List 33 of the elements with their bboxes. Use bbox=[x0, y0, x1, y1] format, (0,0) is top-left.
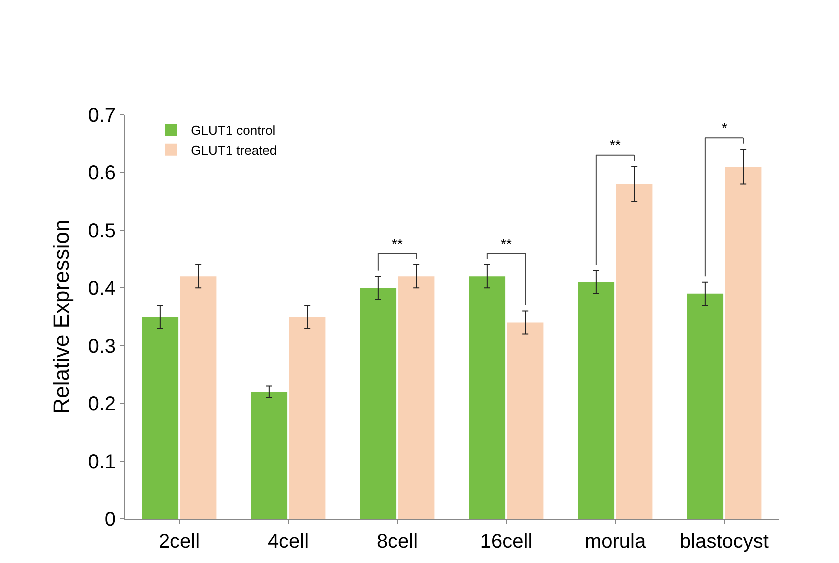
bar bbox=[687, 294, 724, 519]
legend-label: GLUT1 control bbox=[191, 123, 276, 138]
x-tick-label: 8cell bbox=[376, 531, 418, 553]
bar bbox=[360, 288, 397, 519]
y-axis-title: Relative Expression bbox=[48, 220, 74, 414]
x-tick-label: 2cell bbox=[158, 531, 200, 553]
y-tick-label: 0.3 bbox=[88, 336, 116, 358]
bar bbox=[507, 322, 544, 519]
bar bbox=[251, 392, 288, 519]
bar bbox=[469, 276, 506, 519]
bar bbox=[578, 282, 615, 519]
y-tick-label: 0 bbox=[104, 509, 116, 531]
x-tick-label: blastocyst bbox=[680, 531, 770, 553]
y-tick-label: 0.2 bbox=[88, 394, 116, 416]
bar bbox=[289, 317, 326, 519]
x-tick-label: morula bbox=[584, 531, 647, 553]
y-tick-label: 0.7 bbox=[88, 105, 116, 127]
annotation: * bbox=[722, 120, 728, 136]
x-tick-label: 16cell bbox=[480, 531, 533, 553]
bar bbox=[142, 317, 179, 519]
legend-label: GLUT1 treated bbox=[191, 142, 278, 158]
y-tick-label: 0.4 bbox=[88, 278, 116, 300]
y-tick-label: 0.1 bbox=[88, 451, 116, 474]
annotation: ** bbox=[610, 137, 622, 153]
bar bbox=[616, 184, 653, 519]
bar bbox=[398, 276, 435, 519]
x-tick-label: 4cell bbox=[268, 531, 310, 553]
y-tick-label: 0.5 bbox=[88, 220, 116, 242]
annotation: ** bbox=[392, 236, 404, 252]
bar bbox=[180, 276, 217, 519]
y-tick-label: 0.6 bbox=[88, 162, 116, 185]
bar bbox=[725, 166, 762, 519]
annotation: ** bbox=[501, 236, 512, 252]
